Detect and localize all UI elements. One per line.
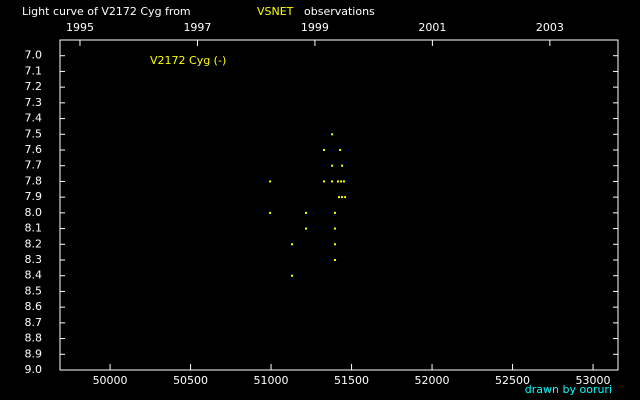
data-point <box>331 133 334 136</box>
y-tick-label: 7.9 <box>25 190 43 203</box>
y-tick-label: 7.3 <box>25 96 43 109</box>
y-tick-label: 8.1 <box>25 222 43 235</box>
chart-title-source: VSNET <box>257 5 294 18</box>
data-point <box>333 243 336 246</box>
data-point <box>323 149 326 151</box>
x-tick-label: 50000 <box>93 374 128 387</box>
x2-tick-label: 2003 <box>536 21 564 34</box>
y-tick-label: 7.7 <box>25 159 43 172</box>
data-point <box>333 227 336 230</box>
y-tick-label: 7.8 <box>25 174 43 187</box>
y-tick-label: 8.9 <box>25 347 43 360</box>
data-point <box>341 164 344 167</box>
data-point <box>304 211 307 214</box>
y-tick-label: 8.5 <box>25 284 43 297</box>
y-tick-label: 7.5 <box>25 127 43 140</box>
data-point <box>290 274 293 277</box>
y-tick-label: 7.1 <box>25 64 43 77</box>
y-tick-label: 8.8 <box>25 332 43 345</box>
data-point <box>290 243 293 246</box>
y-tick-label: 8.0 <box>25 206 43 219</box>
y-tick-label: 8.2 <box>25 237 43 250</box>
y-tick-label: 8.6 <box>25 300 43 313</box>
data-point <box>304 227 307 230</box>
data-point <box>344 196 347 199</box>
data-point <box>333 211 336 214</box>
x-tick-label: 52500 <box>495 374 530 387</box>
y-tick-label: 8.3 <box>25 253 43 266</box>
chart-title: Light curve of V2172 Cyg from <box>22 5 191 18</box>
x-tick-label: 52000 <box>415 374 450 387</box>
data-point <box>323 180 326 183</box>
credit: drawn by ooruri <box>525 383 612 396</box>
data-point <box>269 180 272 183</box>
data-point <box>331 164 334 167</box>
data-point <box>339 149 342 151</box>
y-tick-label: 7.6 <box>25 143 43 156</box>
data-point <box>337 180 340 183</box>
y-tick-label: 7.4 <box>25 112 43 125</box>
data-point <box>342 180 345 183</box>
y-tick-label: 7.0 <box>25 49 43 62</box>
data-point <box>338 196 340 199</box>
y-tick-label: 7.2 <box>25 80 43 93</box>
x-tick-label: 50500 <box>173 374 208 387</box>
x2-tick-label: 1999 <box>301 21 329 34</box>
x2-tick-label: 1995 <box>66 21 94 34</box>
chart-title-suffix: observations <box>304 5 375 18</box>
data-point <box>341 196 344 199</box>
x-tick-label: 51500 <box>334 374 369 387</box>
data-point <box>340 180 343 183</box>
x-tick-label: 51000 <box>254 374 289 387</box>
data-point <box>331 180 334 183</box>
y-tick-label: 9.0 <box>25 363 43 376</box>
plot-frame <box>59 39 619 371</box>
legend-entry: V2172 Cyg (-) <box>150 54 226 67</box>
data-point <box>269 211 272 214</box>
y-tick-label: 8.4 <box>25 269 43 282</box>
x-tick-label: 53000 <box>576 374 611 387</box>
data-point <box>333 259 336 261</box>
y-tick-label: 8.7 <box>25 316 43 329</box>
x2-tick-label: 2001 <box>418 21 446 34</box>
x2-tick-label: 1997 <box>183 21 211 34</box>
